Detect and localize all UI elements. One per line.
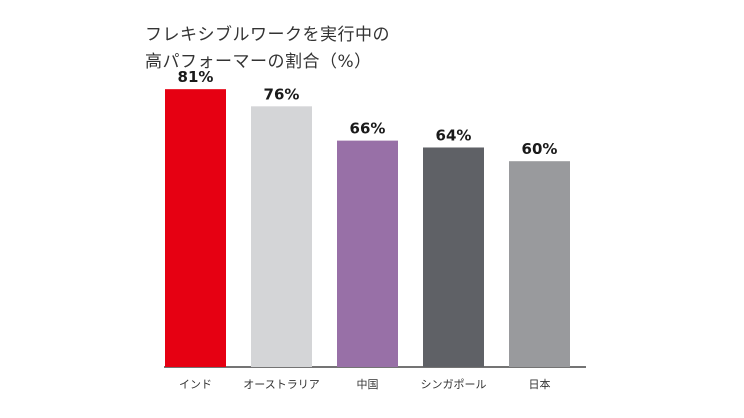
category-label-1: インド [179,378,212,391]
bar-value-label-4: 64% [436,126,472,144]
chart-title: フレキシブルワークを実行中の 高パフォーマーの割合（%） [145,22,390,76]
bar-5 [509,161,570,367]
chart-title-line-2: 高パフォーマーの割合（%） [145,52,372,72]
category-label-3: 中国 [357,378,379,391]
bar-value-label-3: 66% [350,120,386,138]
bar-4 [423,147,484,367]
category-label-2: オーストラリア [243,378,319,391]
bar-value-label-5: 60% [522,140,558,158]
bar-3 [337,140,398,367]
category-label-5: 日本 [529,377,551,391]
bar-1 [165,89,226,368]
category-label-4: シンガポール [421,378,487,391]
bar-value-label-2: 76% [264,85,300,103]
bar-2 [251,106,312,367]
bar-value-label-1: 81% [178,68,214,86]
chart-title-line-1: フレキシブルワークを実行中の [145,25,390,45]
